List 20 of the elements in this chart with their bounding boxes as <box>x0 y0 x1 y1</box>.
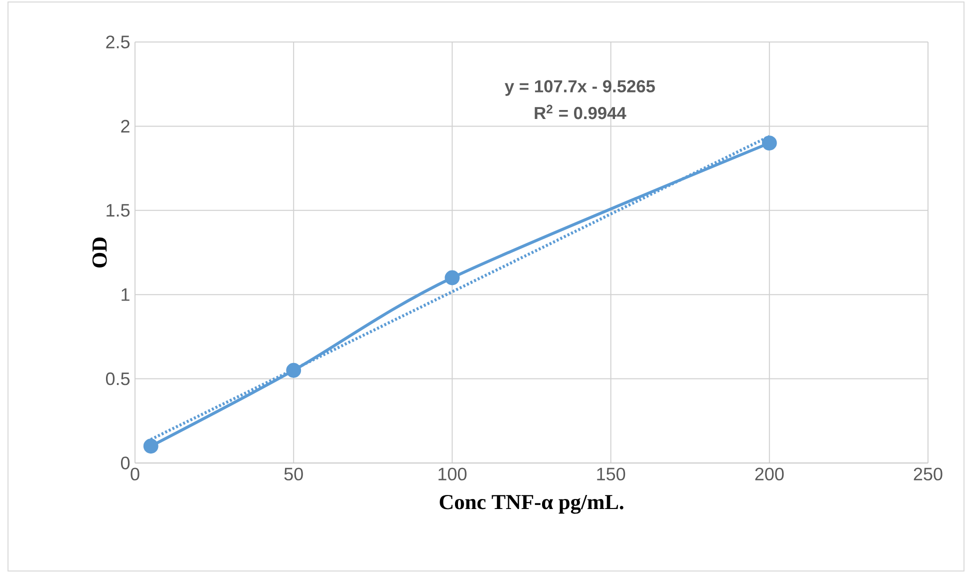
annotation: R$^{2}$ = 0.9944 <box>534 104 626 120</box>
y-tick-label: 0 <box>121 456 130 470</box>
y-tick-label: 0.5 <box>106 372 130 386</box>
x-tick-label: 250 <box>914 468 942 480</box>
y-tick-label: 2.5 <box>106 36 130 48</box>
y-tick-label: 1.5 <box>106 204 130 217</box>
x-tick-label: 150 <box>597 468 626 480</box>
y-tick-label: 2 <box>121 120 130 132</box>
point <box>286 362 302 378</box>
y-tick-label: 1 <box>122 288 130 301</box>
point <box>444 270 460 286</box>
annotation: y = 107.7x - 9.5265 <box>504 80 655 96</box>
point <box>143 438 158 454</box>
x-tick-label: 50 <box>284 468 303 480</box>
point <box>762 136 777 151</box>
x-tick-label: 200 <box>755 468 784 480</box>
x-tick-label: 100 <box>438 468 467 480</box>
x-axis-title: Conc TNF-α pg/mL. <box>440 494 624 514</box>
x-tick-label: 0 <box>130 468 140 480</box>
y-axis-title: OD <box>92 238 107 268</box>
